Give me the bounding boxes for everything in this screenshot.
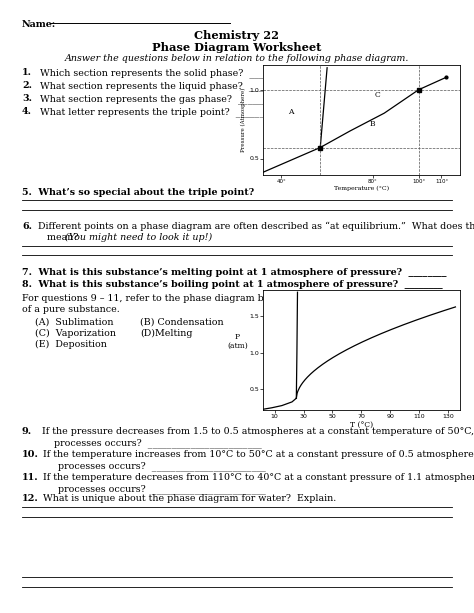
Text: Phase Diagram Worksheet: Phase Diagram Worksheet bbox=[152, 42, 322, 53]
Text: 2.: 2. bbox=[22, 81, 32, 90]
Text: 5.  What’s so special about the triple point?: 5. What’s so special about the triple po… bbox=[22, 188, 254, 197]
Text: For questions 9 – 11, refer to the phase diagram below: For questions 9 – 11, refer to the phase… bbox=[22, 294, 286, 303]
Text: of a pure substance.: of a pure substance. bbox=[22, 305, 120, 314]
Text: If the pressure decreases from 1.5 to 0.5 atmospheres at a constant temperature : If the pressure decreases from 1.5 to 0.… bbox=[36, 427, 474, 436]
Text: (A)  Sublimation: (A) Sublimation bbox=[35, 318, 113, 327]
Text: A: A bbox=[288, 109, 293, 116]
Text: 9.: 9. bbox=[22, 427, 32, 436]
Y-axis label: P
(atm): P (atm) bbox=[227, 333, 248, 350]
Text: 1.: 1. bbox=[22, 68, 32, 77]
Text: processes occurs?  ________________________: processes occurs? ______________________… bbox=[40, 461, 266, 471]
Text: If the temperature increases from 10°C to 50°C at a constant pressure of 0.5 atm: If the temperature increases from 10°C t… bbox=[40, 450, 474, 459]
Text: (You might need to look it up!): (You might need to look it up!) bbox=[65, 233, 212, 242]
Text: Chemistry 22: Chemistry 22 bbox=[194, 30, 280, 41]
Text: (E)  Deposition: (E) Deposition bbox=[35, 340, 107, 349]
Text: If the temperature decreases from 110°C to 40°C at a constant pressure of 1.1 at: If the temperature decreases from 110°C … bbox=[40, 473, 474, 482]
Text: (B) Condensation: (B) Condensation bbox=[140, 318, 224, 327]
Text: mean?: mean? bbox=[32, 233, 84, 242]
Text: processes occurs?  ________________________: processes occurs? ______________________… bbox=[40, 484, 266, 493]
Text: Name:: Name: bbox=[22, 20, 56, 29]
Text: processes occurs?  ________________________: processes occurs? ______________________… bbox=[36, 438, 262, 447]
X-axis label: T (°C): T (°C) bbox=[350, 421, 373, 428]
Text: 8.  What is this substance’s boiling point at 1 atmosphere of pressure?  _______: 8. What is this substance’s boiling poin… bbox=[22, 280, 443, 289]
Text: What section represents the gas phase?  _______: What section represents the gas phase? _… bbox=[34, 94, 271, 104]
Text: What letter represents the triple point?  _______: What letter represents the triple point?… bbox=[34, 107, 269, 116]
Text: 4.: 4. bbox=[22, 107, 32, 116]
Text: 11.: 11. bbox=[22, 473, 38, 482]
Text: What is unique about the phase diagram for water?  Explain.: What is unique about the phase diagram f… bbox=[40, 494, 336, 503]
Text: C: C bbox=[374, 91, 380, 99]
Text: 12.: 12. bbox=[22, 494, 39, 503]
Text: (D)Melting: (D)Melting bbox=[140, 329, 192, 338]
Text: 6.: 6. bbox=[22, 222, 32, 231]
Text: 10.: 10. bbox=[22, 450, 39, 459]
Text: Different points on a phase diagram are often described as “at equilibrium.”  Wh: Different points on a phase diagram are … bbox=[32, 222, 474, 231]
Text: B: B bbox=[370, 120, 376, 128]
X-axis label: Temperature (°C): Temperature (°C) bbox=[334, 186, 389, 191]
Text: (C)  Vaporization: (C) Vaporization bbox=[35, 329, 116, 338]
Text: Which section represents the solid phase?  _______: Which section represents the solid phase… bbox=[34, 68, 283, 78]
Text: What section represents the liquid phase?  _______: What section represents the liquid phase… bbox=[34, 81, 282, 91]
Text: Answer the questions below in relation to the following phase diagram.: Answer the questions below in relation t… bbox=[65, 54, 409, 63]
Text: 7.  What is this substance’s melting point at 1 atmosphere of pressure?  _______: 7. What is this substance’s melting poin… bbox=[22, 268, 447, 277]
Text: 3.: 3. bbox=[22, 94, 32, 103]
Y-axis label: Pressure (Atmosphere): Pressure (Atmosphere) bbox=[241, 88, 246, 152]
